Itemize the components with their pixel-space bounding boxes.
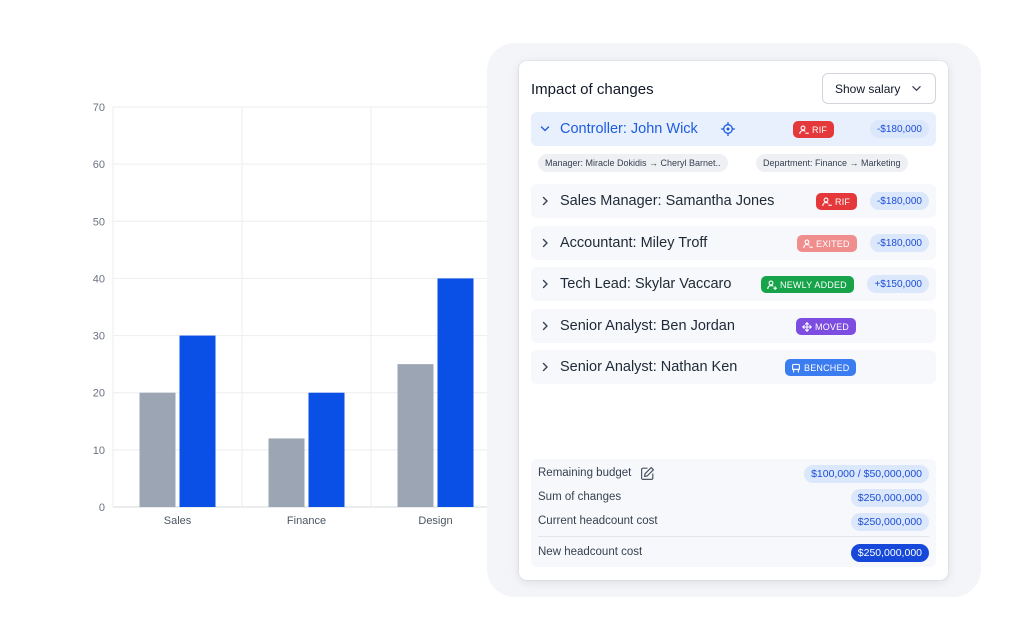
show-salary-dropdown[interactable]: Show salary — [822, 73, 936, 104]
user-add-icon — [767, 280, 777, 290]
status-badge-exited: EXITED — [797, 235, 857, 252]
change-row-title: Senior Analyst: Nathan Ken — [560, 359, 738, 375]
current-headcount-cost-label: Current headcount cost — [538, 515, 658, 527]
user-remove-icon — [799, 125, 809, 134]
x-category-label: Design — [418, 515, 452, 527]
y-tick-label: 50 — [93, 216, 105, 228]
sum-of-changes-row: Sum of changes $250,000,000 — [538, 489, 929, 507]
badge-label: EXITED — [816, 238, 850, 249]
change-row-sales-manager[interactable]: Sales Manager: Samantha Jones RIF -$180,… — [531, 184, 936, 218]
chevron-down-icon — [912, 86, 921, 91]
y-tick-label: 30 — [93, 331, 105, 343]
remaining-budget-value: $100,000 / $50,000,000 — [804, 465, 929, 483]
change-row-title: Controller: John Wick — [560, 121, 698, 137]
bar-finance-series-1 — [268, 438, 305, 507]
y-tick-label: 20 — [93, 388, 105, 400]
edit-pencil-icon[interactable] — [640, 466, 655, 481]
remaining-budget-row: Remaining budget $100,000 / $50,000,000 — [538, 465, 929, 483]
status-badge-rif: RIF — [793, 121, 835, 138]
change-row-title: Sales Manager: Samantha Jones — [560, 193, 775, 209]
badge-label: RIF — [835, 196, 851, 207]
user-remove-icon — [822, 197, 832, 206]
badge-label: MOVED — [815, 321, 850, 332]
status-badge-moved: MOVED — [796, 318, 857, 335]
chevron-right-icon[interactable] — [540, 362, 550, 372]
change-row-senior-analyst-ben[interactable]: Senior Analyst: Ben Jordan MOVED — [531, 309, 936, 343]
card-title: Impact of changes — [531, 81, 654, 98]
move-icon — [802, 321, 812, 332]
status-badge-benched: BENCHED — [785, 359, 857, 376]
user-remove-icon — [803, 239, 813, 248]
x-category-label: Finance — [287, 515, 326, 527]
y-tick-label: 10 — [93, 445, 105, 457]
badge-label: RIF — [812, 124, 828, 135]
y-tick-label: 70 — [93, 102, 105, 114]
locate-target-icon[interactable] — [721, 122, 735, 136]
badge-label: NEWLY ADDED — [780, 279, 847, 290]
bar-finance-series-2 — [308, 392, 345, 507]
detail-chip-department: Department: Finance → Marketing — [756, 154, 908, 172]
chevron-right-icon[interactable] — [540, 196, 550, 206]
show-salary-label: Show salary — [835, 81, 901, 96]
remaining-budget-label: Remaining budget — [538, 467, 632, 479]
new-headcount-cost-label: New headcount cost — [538, 546, 643, 558]
bar-sales-series-2 — [179, 335, 216, 507]
status-badge-newly-added: NEWLY ADDED — [761, 276, 854, 293]
summary-divider — [538, 536, 929, 537]
change-row-title: Accountant: Miley Troff — [560, 235, 708, 251]
bar-chart-svg: 0 10 20 30 40 50 60 70 Sales Finance Design — [93, 102, 501, 527]
change-amount: -$180,000 — [869, 234, 929, 252]
x-category-label: Sales — [164, 515, 192, 527]
chevron-right-icon[interactable] — [540, 321, 550, 331]
current-headcount-cost-value: $250,000,000 — [850, 513, 929, 531]
sum-of-changes-value: $250,000,000 — [850, 489, 929, 507]
status-badge-rif: RIF — [816, 193, 858, 210]
bench-icon — [792, 363, 800, 373]
bar-design-series-1 — [397, 364, 434, 507]
y-tick-label: 60 — [93, 159, 105, 171]
change-row-accountant[interactable]: Accountant: Miley Troff EXITED -$180,000 — [531, 226, 936, 260]
sum-of-changes-label: Sum of changes — [538, 491, 622, 503]
change-row-title: Tech Lead: Skylar Vaccaro — [560, 276, 732, 292]
y-tick-label: 40 — [93, 273, 105, 285]
new-headcount-cost-row: New headcount cost $250,000,000 — [538, 544, 929, 562]
bar-sales-series-1 — [139, 392, 176, 507]
badge-label: BENCHED — [804, 362, 850, 373]
bar-chart: 0 10 20 30 40 50 60 70 Sales Finance Design — [70, 95, 501, 535]
chevron-right-icon[interactable] — [540, 238, 550, 248]
bar-design-series-2 — [437, 278, 474, 507]
impact-card: Impact of changes Show salary Controller… — [519, 61, 948, 580]
change-amount: +$150,000 — [867, 275, 929, 293]
detail-chip-manager: Manager: Miracle Dokidis → Cheryl Barnet… — [538, 154, 728, 172]
change-row-title: Senior Analyst: Ben Jordan — [560, 318, 735, 334]
change-row-tech-lead[interactable]: Tech Lead: Skylar Vaccaro NEWLY ADDED +$… — [531, 267, 936, 301]
chevron-right-icon[interactable] — [540, 279, 550, 289]
new-headcount-cost-value: $250,000,000 — [850, 544, 929, 562]
budget-summary: Remaining budget $100,000 / $50,000,000 … — [531, 459, 936, 567]
change-row-controller[interactable]: Controller: John Wick RIF -$180,000 — [531, 112, 936, 146]
change-row-senior-analyst-nathan[interactable]: Senior Analyst: Nathan Ken BENCHED — [531, 350, 936, 384]
change-amount: -$180,000 — [869, 192, 929, 210]
chevron-down-icon[interactable] — [540, 124, 550, 134]
current-headcount-cost-row: Current headcount cost $250,000,000 — [538, 513, 929, 531]
y-tick-label: 0 — [99, 502, 105, 514]
change-amount: -$180,000 — [869, 120, 929, 138]
